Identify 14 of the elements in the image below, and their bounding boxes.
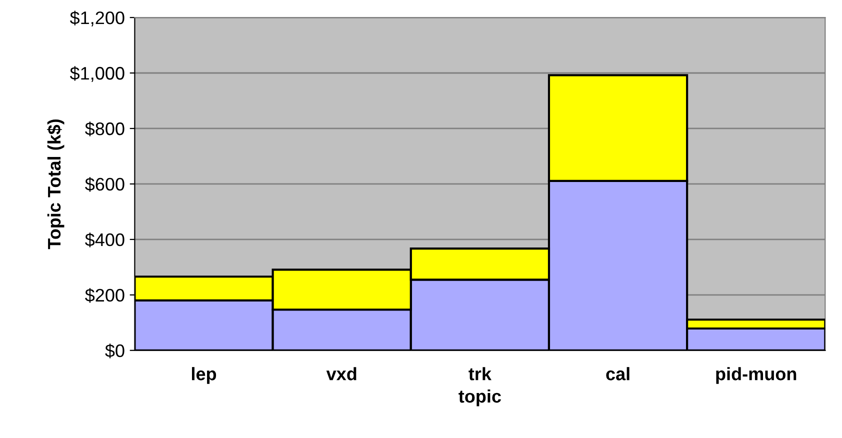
y-tick-label: $600 <box>85 177 124 192</box>
x-tick-label: pid-muon <box>716 367 796 384</box>
x-tick-label: cal <box>606 367 630 380</box>
y-tick-label: $400 <box>85 232 124 248</box>
y-tick-label: $1,000 <box>70 66 124 82</box>
y-axis-title: Topic Total (k$) <box>47 119 64 250</box>
y-tick-label: $800 <box>85 122 124 136</box>
y-tick-label: $200 <box>85 288 124 303</box>
x-tick-label: lep <box>192 367 216 384</box>
x-tick-label: trk <box>468 367 492 380</box>
y-tick-label: $1,200 <box>70 10 124 26</box>
x-tick-label: vxd <box>326 367 356 380</box>
y-tick-label: $0 <box>105 344 124 358</box>
x-axis-title: topic <box>458 389 501 406</box>
